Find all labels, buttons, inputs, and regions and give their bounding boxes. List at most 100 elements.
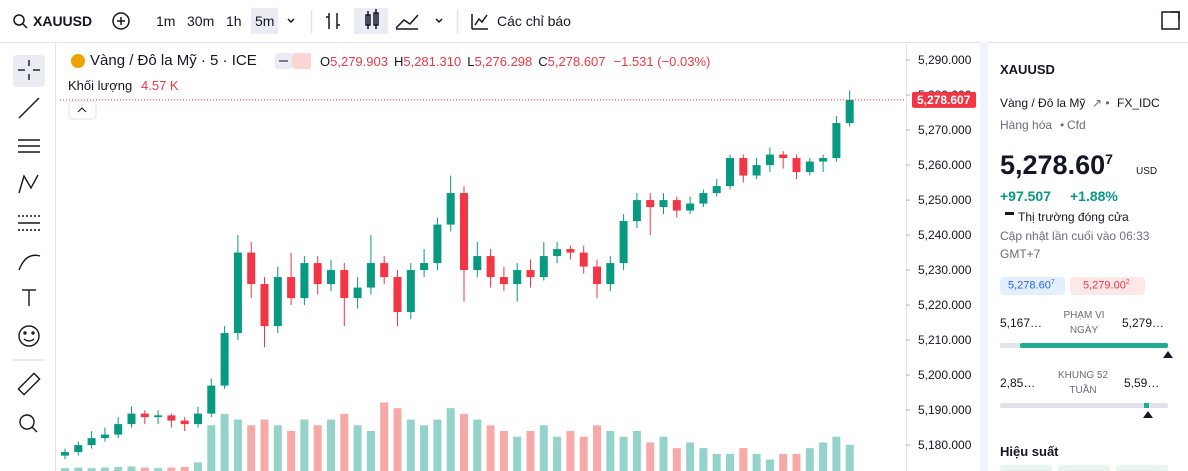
- volume-bar: [380, 402, 389, 471]
- dot: •: [1060, 118, 1065, 132]
- candle-body: [167, 415, 176, 421]
- volume-bar: [327, 419, 335, 471]
- candle-body: [220, 333, 229, 386]
- candle-body: [526, 270, 535, 278]
- candle-body: [659, 200, 668, 208]
- volume-bar: [819, 442, 828, 471]
- candle-body: [420, 263, 429, 271]
- volume-bar: [779, 453, 788, 471]
- volume-bar: [486, 425, 495, 471]
- candle-body: [300, 263, 309, 299]
- indicators[interactable]: Các chỉ báo: [497, 13, 571, 29]
- volume-bar: [739, 448, 748, 471]
- performance: Hiệu suất: [1000, 444, 1059, 459]
- legend-chrome: [68, 53, 311, 120]
- volume-bar: [233, 419, 242, 471]
- candle-body: [87, 438, 96, 446]
- symbol[interactable]: XAUUSD: [33, 13, 93, 29]
- candle-body: [460, 193, 468, 271]
- price-main: 5,278.60: [1000, 150, 1106, 180]
- candle-body: [313, 263, 322, 285]
- price-sup: 7: [1105, 151, 1113, 167]
- interval[interactable]: 1m: [156, 13, 176, 29]
- timezone: GMT+7: [1000, 247, 1041, 261]
- volume-bar: [593, 425, 601, 471]
- candle-body: [539, 256, 548, 278]
- candle-body: [819, 158, 828, 162]
- volume-bar: [579, 436, 588, 471]
- toolbar-icons: [13, 8, 1180, 34]
- volume-bar: [499, 431, 508, 471]
- candle-body: [566, 249, 575, 253]
- volume-bar: [287, 431, 296, 471]
- candle-body: [699, 193, 708, 204]
- candle-body: [832, 123, 841, 159]
- volume-bar: [300, 419, 309, 471]
- candle-body: [486, 256, 495, 278]
- volume-bar: [406, 419, 415, 471]
- interval[interactable]: 5m: [255, 13, 275, 29]
- volume-bar: [726, 453, 734, 471]
- volume-bar: [606, 431, 615, 471]
- volume-bar: [699, 448, 708, 471]
- volume-bar: [140, 467, 149, 471]
- category: Hàng hóa: [1000, 118, 1053, 132]
- volume-bar: [659, 436, 668, 471]
- candle-body: [100, 434, 109, 439]
- candle-body: [114, 424, 123, 435]
- candle-body: [792, 158, 801, 173]
- candle-body: [473, 256, 482, 271]
- candle-body: [593, 266, 601, 285]
- bid: 5,278.607: [1008, 279, 1055, 292]
- volume-bar: [61, 468, 69, 471]
- candle-body: [446, 193, 455, 225]
- candle-body: [765, 154, 774, 166]
- volume-bar: [220, 413, 229, 471]
- volume-label: Khối lượng: [68, 78, 133, 93]
- volume-bar: [260, 419, 269, 471]
- price: 5,278.607: [1000, 150, 1113, 181]
- volume-bar: [207, 425, 216, 471]
- candle-body: [353, 287, 362, 299]
- ohlc-value: 5,276.298: [474, 54, 533, 69]
- candle-body: [779, 154, 788, 159]
- volume-value: 4.57 K: [141, 78, 179, 93]
- candle-body: [366, 263, 375, 288]
- volume-bar: [420, 425, 429, 471]
- candle-body: [340, 270, 349, 299]
- volume-bar: [353, 425, 362, 471]
- candle-body: [247, 252, 256, 285]
- y-tick-label: 5,190.000: [918, 403, 972, 417]
- divider: [980, 42, 988, 471]
- candle-body: [180, 420, 189, 425]
- candle-body: [327, 270, 335, 285]
- candle-body: [127, 413, 136, 425]
- volume-bar: [632, 431, 641, 471]
- candle-body: [61, 452, 69, 456]
- interval[interactable]: 1h: [226, 13, 242, 29]
- candle-body: [805, 161, 814, 173]
- candle-body: [845, 99, 854, 124]
- volume-bar: [446, 408, 455, 471]
- y-tick-label: 5,200.000: [918, 368, 972, 382]
- candle-body: [433, 224, 442, 264]
- panel-symbol: XAUUSD: [1000, 62, 1055, 77]
- candle-body: [579, 252, 588, 267]
- volume-bar: [792, 453, 801, 471]
- panel-name[interactable]: Vàng / Đô la Mỹ: [1000, 96, 1086, 110]
- y-tick-label: 5,250.000: [918, 193, 972, 207]
- candle-body: [393, 277, 402, 313]
- candle-body: [154, 415, 163, 418]
- volume-bar: [180, 467, 189, 471]
- volume-bar: [87, 468, 96, 471]
- candle-body: [406, 270, 415, 313]
- candle-body: [686, 203, 695, 211]
- volume-bar: [167, 467, 176, 471]
- drawing-tools: [13, 55, 45, 433]
- interval[interactable]: 30m: [187, 13, 215, 29]
- volume-bar: [366, 431, 375, 471]
- volume-bar: [460, 413, 468, 471]
- candle-body: [287, 277, 296, 299]
- exchange: FX_IDC: [1117, 96, 1160, 110]
